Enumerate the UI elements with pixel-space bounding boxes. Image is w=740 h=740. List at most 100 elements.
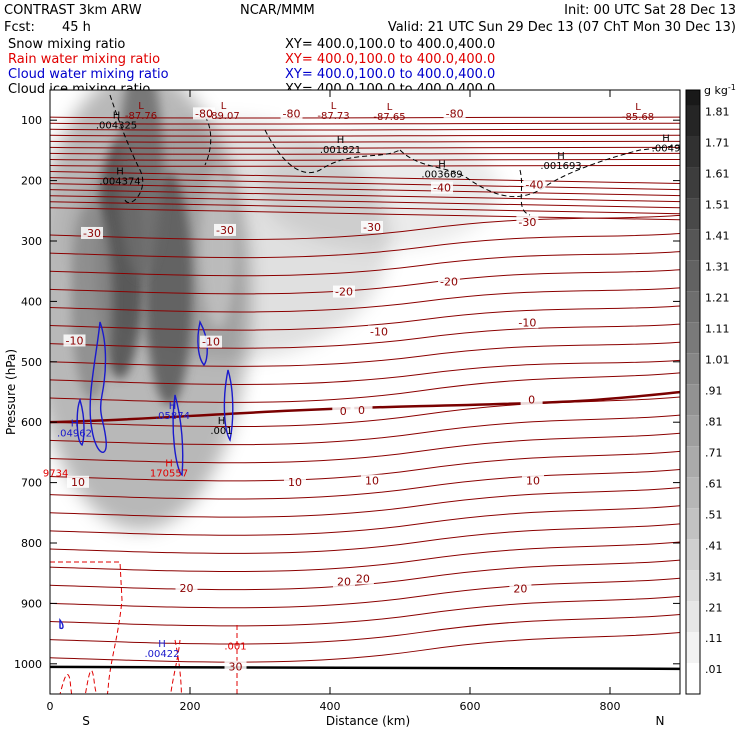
contour-label: -30 bbox=[518, 216, 536, 229]
contour-label-bg bbox=[333, 575, 355, 588]
colorbar-level-label: .01 bbox=[705, 663, 723, 676]
init-time: Init: 00 UTC Sat 28 Dec 13 bbox=[564, 3, 736, 18]
extremum-value: -85.68 bbox=[622, 112, 654, 123]
y-tick-label: 400 bbox=[21, 295, 42, 308]
temperature-isoline bbox=[50, 146, 680, 149]
x-tick-label: 400 bbox=[320, 700, 341, 713]
extremum-symbol: H bbox=[71, 418, 79, 429]
temperature-isoline bbox=[50, 189, 680, 203]
colorbar-swatch bbox=[686, 167, 700, 199]
temperature-isoline bbox=[50, 414, 680, 446]
colorbar-level-label: .91 bbox=[705, 384, 723, 397]
north-label: N bbox=[656, 714, 665, 728]
cloud-water-contour bbox=[223, 369, 234, 442]
contour-label: -80 bbox=[446, 107, 464, 120]
colorbar-swatch bbox=[686, 198, 700, 230]
y-tick-label: 600 bbox=[21, 416, 42, 429]
y-axis-label: Pressure (hPa) bbox=[4, 349, 18, 435]
colorbar-level-label: 1.81 bbox=[705, 106, 730, 119]
x-tick-label: 600 bbox=[460, 700, 481, 713]
extremum-symbol: H bbox=[218, 416, 226, 427]
colorbar-unit: g kg-1 bbox=[704, 83, 736, 97]
temperature-isoline bbox=[50, 122, 680, 125]
colorbar-swatch bbox=[686, 322, 700, 354]
temperature-isoline bbox=[50, 195, 680, 209]
colorbar-swatch bbox=[686, 229, 700, 261]
y-tick-label: 800 bbox=[21, 537, 42, 550]
y-tick-label: 900 bbox=[21, 597, 42, 610]
temperature-isoline bbox=[50, 577, 680, 609]
rain-water-contours bbox=[50, 561, 238, 694]
contour-label: 20 bbox=[513, 583, 527, 596]
temperature-isoline bbox=[50, 341, 680, 367]
contour-label: -30 bbox=[363, 221, 381, 234]
cloud-ice-contour bbox=[264, 129, 401, 174]
contour-label-bg bbox=[350, 403, 373, 416]
colorbar-level-label: .61 bbox=[705, 477, 723, 490]
temperature-isoline bbox=[50, 287, 680, 313]
cloud-ice-contour bbox=[399, 144, 680, 198]
cloud-water-contour bbox=[172, 394, 184, 477]
contour-label: -40 bbox=[525, 179, 543, 192]
fcst-label: Fcst: bbox=[4, 20, 35, 35]
contour-label-bg bbox=[361, 474, 383, 487]
temperature-isoline bbox=[50, 372, 680, 403]
contour-label-bg bbox=[200, 335, 222, 348]
temperature-isoline bbox=[50, 305, 680, 331]
contour-label: 0 bbox=[358, 404, 365, 417]
contour-label: 0 bbox=[528, 394, 535, 407]
x-tick-label: 200 bbox=[180, 700, 201, 713]
contour-label-bg bbox=[520, 393, 543, 406]
colorbar-level-label: 1.41 bbox=[705, 230, 730, 243]
temperature-isoline bbox=[50, 165, 680, 167]
temperature-isoline bbox=[50, 171, 680, 185]
extremum-value: -89.07 bbox=[207, 111, 239, 122]
extremum-symbol: L bbox=[221, 101, 227, 112]
colorbar-swatch bbox=[686, 384, 700, 416]
plot-frame bbox=[49, 89, 681, 695]
contour-label: 30 bbox=[229, 661, 243, 674]
freezing-level-line bbox=[50, 390, 680, 424]
contour-label-bg bbox=[431, 181, 453, 194]
extremum-value: -87.73 bbox=[317, 111, 349, 122]
contour-label-bg bbox=[81, 226, 103, 239]
contour-label-bg bbox=[516, 216, 539, 229]
contour-label: -10 bbox=[370, 325, 388, 338]
y-tick-label: 500 bbox=[21, 356, 42, 369]
contour-label: 10 bbox=[288, 476, 302, 489]
contour-label-bg bbox=[214, 223, 236, 236]
temperature-isoline bbox=[50, 523, 680, 554]
org-label: NCAR/MMM bbox=[240, 3, 315, 18]
colorbar-swatch bbox=[686, 446, 700, 478]
extremum-value: .0049 bbox=[652, 143, 681, 154]
extremum-symbol: L bbox=[331, 101, 337, 112]
contour-label: -10 bbox=[202, 336, 220, 349]
temperature-isoline bbox=[50, 128, 680, 131]
contour-label: -30 bbox=[216, 224, 234, 237]
colorbar-swatch bbox=[686, 632, 700, 664]
cloud-water-contour bbox=[89, 321, 107, 453]
rain-contour bbox=[50, 561, 123, 694]
temperature-isoline bbox=[50, 207, 680, 221]
colorbar-frame bbox=[685, 89, 701, 695]
contour-label-bg bbox=[332, 405, 355, 418]
temperature-isoline bbox=[50, 432, 680, 464]
field-legend: Snow mixing ratio XY= 400.0,100.0 to 400.… bbox=[8, 37, 495, 97]
extrema-labels: L-87.76L-89.07L-87.73L-87.65L-85.68H.004… bbox=[43, 101, 680, 660]
contour-label: 0 bbox=[340, 405, 347, 418]
model-title: CONTRAST 3km ARW bbox=[4, 3, 142, 18]
temperature-isoline bbox=[50, 232, 680, 259]
colorbar-level-label: .71 bbox=[705, 446, 723, 459]
ground-surface bbox=[50, 665, 680, 671]
ground-line bbox=[50, 665, 680, 671]
contour-label-bg bbox=[284, 475, 306, 488]
contour-label: 20 bbox=[337, 575, 351, 588]
contour-label-bg bbox=[368, 325, 390, 338]
temperature-isoline bbox=[50, 468, 680, 500]
contour-label: 10 bbox=[365, 475, 379, 488]
cloud-water-contour bbox=[76, 397, 85, 447]
colorbar-level-label: 1.71 bbox=[705, 137, 730, 150]
extremum-symbol: H bbox=[165, 458, 173, 469]
